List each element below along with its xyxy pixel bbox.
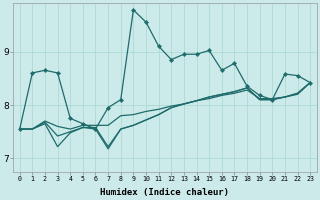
X-axis label: Humidex (Indice chaleur): Humidex (Indice chaleur): [100, 188, 229, 197]
